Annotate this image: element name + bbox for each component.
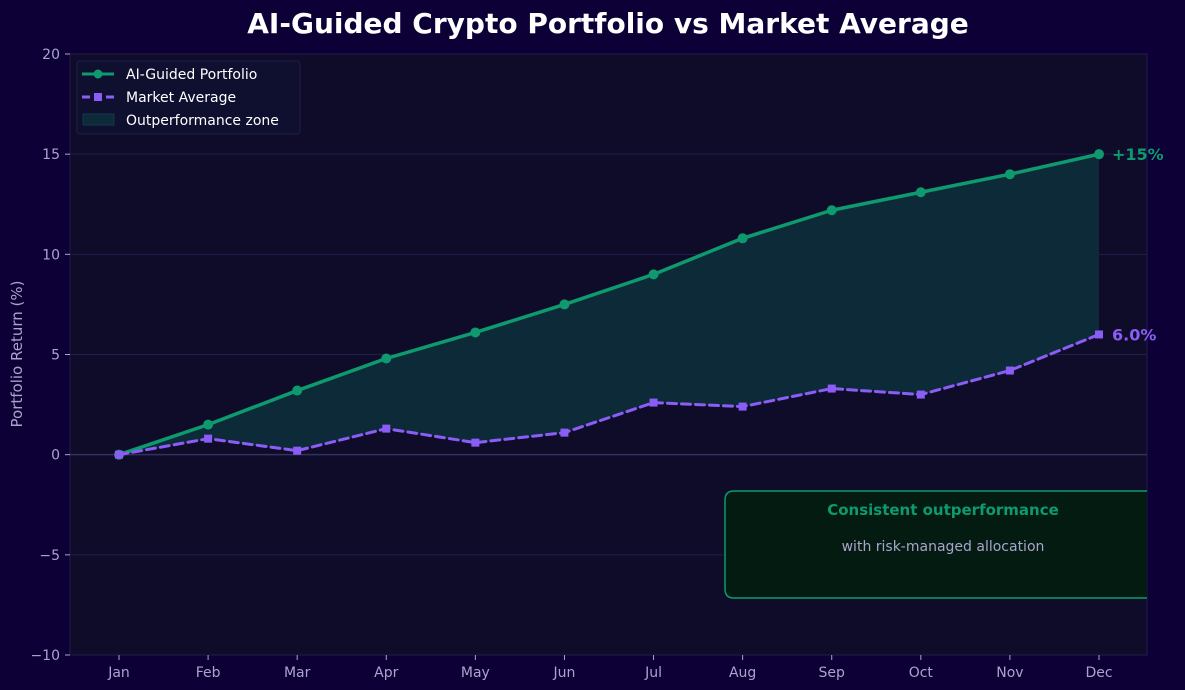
y-tick-label: −5: [39, 548, 60, 564]
outperformance-zone: [119, 154, 1099, 455]
data-point-market-average: [115, 450, 123, 459]
legend-label-ai-portfolio: AI-Guided Portfolio: [126, 67, 257, 83]
data-point-ai-guided-portfolio: [1004, 169, 1015, 180]
legend: AI-Guided Portfolio Market Average Outpe…: [76, 60, 301, 135]
data-point-market-average: [204, 434, 213, 443]
legend-label-market-average: Market Average: [126, 90, 236, 106]
legend-box: [76, 60, 301, 135]
legend-marker-market-average: [94, 93, 102, 101]
y-tick-label: 0: [51, 448, 60, 464]
legend-label-outperformance: Outperformance zone: [126, 113, 279, 129]
data-point-market-average: [471, 438, 480, 447]
x-tick-label: Jan: [107, 665, 130, 681]
chart-title: AI-Guided Crypto Portfolio vs Market Ave…: [247, 7, 969, 40]
data-point-ai-guided-portfolio: [826, 205, 837, 216]
annotation-title: Consistent outperformance: [827, 501, 1059, 519]
data-point-ai-guided-portfolio: [737, 233, 748, 244]
data-point-market-average: [827, 384, 836, 393]
y-tick-label: −10: [30, 648, 60, 664]
data-point-market-average: [382, 424, 391, 433]
data-point-market-average: [649, 398, 658, 407]
y-tick-label: 20: [42, 47, 60, 63]
data-point-market-average: [738, 402, 747, 411]
x-tick-label: Feb: [196, 665, 221, 681]
data-point-market-average: [560, 428, 569, 437]
series-line-ai-guided-portfolio: [117, 152, 1101, 457]
x-axis-ticks: Jan Feb Mar Apr May Jun Jul Aug Sep Oct Nov Dec: [107, 655, 1113, 681]
x-tick-label: Mar: [284, 665, 311, 681]
data-point-market-average: [1005, 366, 1014, 375]
end-label-series-1: 6.0%: [1112, 325, 1156, 344]
annotation-callout: Consistent outperformance with risk-mana…: [724, 490, 1147, 599]
data-point-market-average: [916, 390, 925, 399]
data-point-ai-guided-portfolio: [1094, 149, 1104, 160]
series-layer: [114, 149, 1104, 460]
data-point-ai-guided-portfolio: [559, 299, 570, 310]
x-tick-label: Sep: [819, 665, 846, 681]
data-point-ai-guided-portfolio: [381, 353, 392, 364]
annotation-subtitle: with risk-managed allocation: [842, 539, 1045, 555]
legend-marker-ai-portfolio: [93, 69, 103, 79]
end-labels: +15% 6.0%: [1112, 145, 1164, 344]
x-tick-label: Apr: [374, 665, 398, 681]
x-tick-label: Dec: [1085, 665, 1112, 681]
y-tick-label: 10: [42, 247, 60, 263]
end-label-series-0: +15%: [1112, 145, 1164, 164]
x-tick-label: Jun: [553, 665, 576, 681]
annotation-box: [724, 490, 1147, 599]
data-point-ai-guided-portfolio: [915, 187, 926, 198]
series-line-market-average: [117, 332, 1101, 457]
x-tick-label: Jul: [644, 665, 662, 681]
x-tick-label: Aug: [729, 665, 756, 681]
x-tick-label: Oct: [909, 665, 934, 681]
legend-swatch-outperformance: [82, 113, 115, 126]
x-tick-label: Nov: [996, 665, 1023, 681]
data-point-market-average: [1095, 330, 1103, 339]
x-tick-label: May: [461, 665, 490, 681]
y-tick-label: 15: [42, 147, 60, 163]
data-point-market-average: [293, 446, 302, 455]
y-tick-label: 5: [51, 348, 60, 364]
y-axis-ticks: −10 −5 0 5 10 15 20: [30, 47, 70, 664]
data-point-ai-guided-portfolio: [292, 385, 303, 396]
y-axis-label: Portfolio Return (%): [8, 281, 26, 428]
data-point-ai-guided-portfolio: [203, 419, 214, 430]
data-point-ai-guided-portfolio: [470, 327, 481, 338]
data-point-ai-guided-portfolio: [648, 269, 659, 280]
outperformance-fill-layer: [119, 154, 1099, 455]
